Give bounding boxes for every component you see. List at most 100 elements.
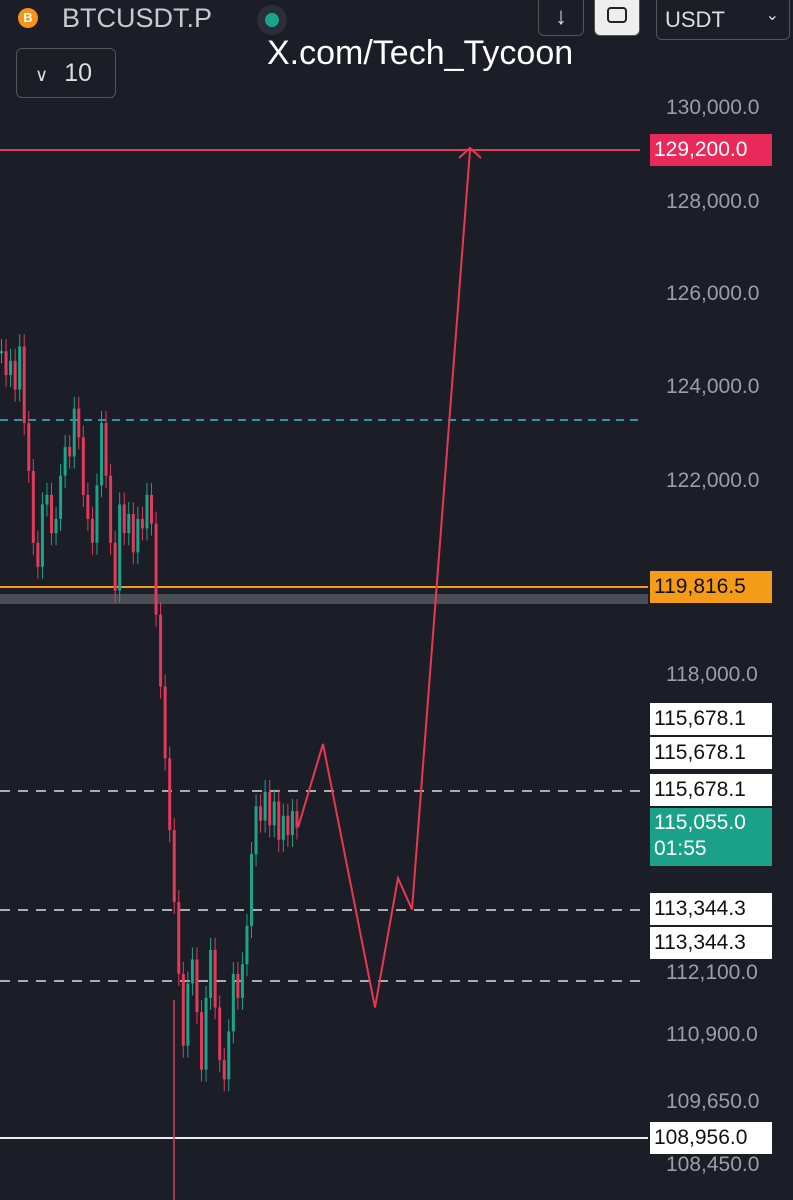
candle: [240, 964, 244, 998]
price-label: 110,900.0: [666, 1023, 758, 1046]
candle: [127, 514, 131, 534]
resistance-tag: 115,678.1: [650, 737, 772, 769]
candle: [295, 811, 299, 828]
currency-select[interactable]: USDT ⌄: [656, 0, 790, 40]
candle: [36, 542, 40, 567]
candle: [195, 959, 199, 1013]
candle: [177, 902, 181, 974]
candle: [159, 614, 163, 687]
candle: [136, 518, 140, 553]
download-button[interactable]: ↓: [538, 0, 584, 36]
candle: [181, 973, 185, 1046]
symbol[interactable]: BTCUSDT.P: [62, 3, 213, 33]
candle: [113, 542, 117, 591]
candle: [118, 504, 122, 591]
candle: [31, 470, 35, 543]
coin-icon: B: [18, 8, 38, 28]
candle: [0, 351, 3, 354]
price-label: 130,000.0: [666, 96, 760, 119]
candle: [236, 973, 240, 998]
candle: [263, 791, 267, 821]
resistance-tag: 115,678.1: [650, 774, 772, 806]
candle: [213, 949, 217, 1008]
price-label: 112,100.0: [666, 961, 758, 984]
candle: [245, 925, 249, 965]
price-label: 108,450.0: [666, 1153, 760, 1176]
candle: [286, 815, 290, 835]
layout-button[interactable]: [594, 0, 640, 36]
candle: [190, 959, 194, 984]
candle: [109, 475, 113, 543]
price-label: 124,000.0: [666, 375, 760, 398]
price-label: 122,000.0: [666, 469, 760, 492]
candle: [172, 830, 176, 903]
currency: USDT: [665, 7, 725, 32]
candle: [277, 801, 281, 840]
candle: [9, 360, 13, 376]
candle: [145, 494, 149, 529]
countdown: 01:55: [650, 836, 772, 866]
candle: [54, 518, 58, 534]
candle: [45, 494, 49, 505]
candle: [250, 854, 253, 926]
candle: [168, 758, 172, 831]
candle: [86, 494, 90, 519]
level-tag: 119,816.5: [650, 571, 772, 603]
status: [257, 5, 287, 35]
candle: [95, 485, 99, 543]
candle: [90, 518, 94, 543]
candle: [231, 973, 235, 1032]
price-label: 109,650.0: [666, 1090, 760, 1113]
candle: [204, 997, 208, 1070]
candle: [140, 518, 144, 529]
watermark: X.com/Tech_Tycoon: [267, 34, 574, 72]
candle: [81, 437, 85, 495]
candle: [13, 360, 17, 390]
candle: [68, 446, 72, 457]
candle: [104, 423, 108, 476]
range-band: [0, 594, 648, 604]
candle: [4, 351, 8, 376]
candle: [100, 423, 103, 486]
candle: [77, 408, 81, 438]
projection: [297, 149, 471, 1008]
candle: [186, 983, 190, 1046]
candle: [281, 815, 285, 840]
candle: [163, 686, 167, 759]
low-tag: 108,956.0: [650, 1122, 772, 1154]
candle: [72, 408, 76, 457]
candle: [150, 494, 153, 524]
candle: [222, 1060, 226, 1080]
candle: [154, 523, 158, 615]
candle: [22, 346, 26, 424]
candle: [27, 423, 31, 471]
price-label: 126,000.0: [666, 282, 760, 305]
candle: [209, 949, 213, 998]
last-price-tag: 115,055.0: [650, 808, 772, 838]
price-label: 128,000.0: [666, 190, 760, 213]
candle: [40, 504, 44, 567]
candle: [254, 806, 258, 855]
candle: [200, 1012, 203, 1070]
candle: [272, 801, 276, 826]
support-tag: 113,344.3: [650, 893, 772, 925]
interval: 10: [64, 59, 92, 87]
candle: [122, 504, 126, 534]
price-label: 118,000.0: [666, 663, 758, 686]
candle: [290, 811, 294, 835]
candle: [18, 346, 22, 390]
candle: [131, 514, 135, 553]
candle: [259, 806, 263, 821]
interval-select[interactable]: ∨ 10: [16, 48, 116, 98]
candle: [63, 446, 67, 476]
candle: [227, 1031, 231, 1080]
arrow-head: [458, 146, 482, 159]
target-tag: 129,200.0: [650, 134, 772, 166]
candle: [59, 475, 63, 519]
candle: [268, 791, 272, 826]
candle: [218, 1007, 222, 1061]
resistance-tag: 115,678.1: [650, 703, 772, 735]
candle: [50, 494, 53, 534]
